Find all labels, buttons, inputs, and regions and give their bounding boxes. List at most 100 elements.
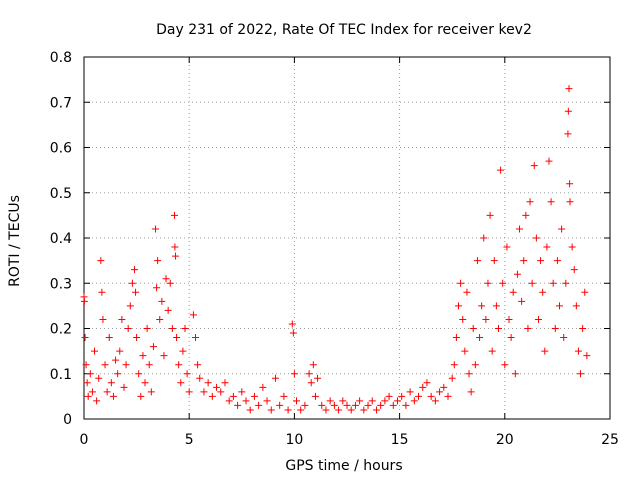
data-point [511,370,519,378]
data-point [97,257,105,265]
data-point [229,392,237,400]
data-point [152,225,160,233]
y-tick-label: 0.3 [50,276,72,292]
data-point [564,107,572,115]
data-point [234,401,242,409]
data-point [503,243,511,251]
data-point [461,347,469,355]
data-point [101,361,109,369]
data-point [476,334,484,342]
data-point [339,397,347,405]
data-point [280,392,288,400]
data-point [309,361,317,369]
data-point [162,275,170,283]
data-point [185,388,193,396]
data-point [579,325,587,332]
data-point [143,325,151,332]
data-point [574,347,582,355]
data-point [99,315,107,323]
data-point [492,302,500,310]
data-point [482,315,490,323]
data-point [135,370,143,378]
data-point [164,306,172,314]
data-point [469,325,477,332]
data-point [271,374,279,382]
data-point [488,347,496,355]
y-tick-label: 0.2 [50,322,72,338]
x-axis: 0 5 10 15 20 25 [80,57,619,448]
data-point [103,388,111,396]
data-point [172,252,180,260]
data-point [116,347,124,355]
data-point [564,130,572,138]
data-point [455,302,463,310]
data-point [181,325,189,332]
data-point [255,401,263,409]
data-point [105,334,113,342]
data-point [499,279,507,287]
data-point [126,302,134,310]
data-point [192,334,200,342]
data-point [95,374,103,382]
data-point [572,302,580,310]
data-point [351,401,359,409]
data-point [423,379,431,387]
data-point [145,361,153,369]
data-point [120,383,128,391]
data-point [543,243,551,251]
data-point [267,406,275,414]
x-tick-label: 10 [285,432,303,448]
data-point [524,325,532,332]
data-point [153,284,161,292]
data-point [171,243,179,251]
data-point [290,370,298,378]
data-point [507,334,515,342]
data-point [196,374,204,382]
data-point [440,383,448,391]
data-point [372,406,380,414]
data-point [471,361,479,369]
data-point [259,383,267,391]
data-point [112,356,120,364]
data-point [276,401,284,409]
data-point [132,288,140,296]
data-point [311,392,319,400]
data-point [478,302,486,310]
data-point [534,315,542,323]
y-tick-label: 0.4 [50,231,72,247]
data-point [133,334,141,342]
data-point [583,352,591,360]
data-points [80,85,591,414]
data-point [141,379,149,387]
data-point [173,334,181,342]
plot-frame [83,56,611,420]
data-point [389,401,397,409]
data-point [93,397,101,405]
y-tick-label: 0.6 [50,141,72,157]
data-point [463,288,471,296]
data-point [80,297,88,305]
chart-title: Day 231 of 2022, Rate Of TEC Index for r… [156,22,532,38]
data-point [84,392,92,400]
y-axis-label: ROTI / TECUs [7,195,23,287]
data-point [473,257,481,265]
data-point [448,374,456,382]
data-point [82,361,90,369]
data-point [539,288,547,296]
x-tick-label: 20 [496,432,514,448]
data-point [160,352,168,360]
data-point [200,388,208,396]
data-point [556,302,564,310]
data-point [208,392,216,400]
data-point [360,406,368,414]
data-point [326,397,334,405]
data-point [305,370,313,378]
data-point [263,397,271,405]
data-point [381,397,389,405]
data-point [289,329,297,337]
data-point [518,297,526,305]
data-point [486,211,494,219]
data-point [122,361,130,369]
data-point [532,234,540,242]
data-point [225,397,233,405]
